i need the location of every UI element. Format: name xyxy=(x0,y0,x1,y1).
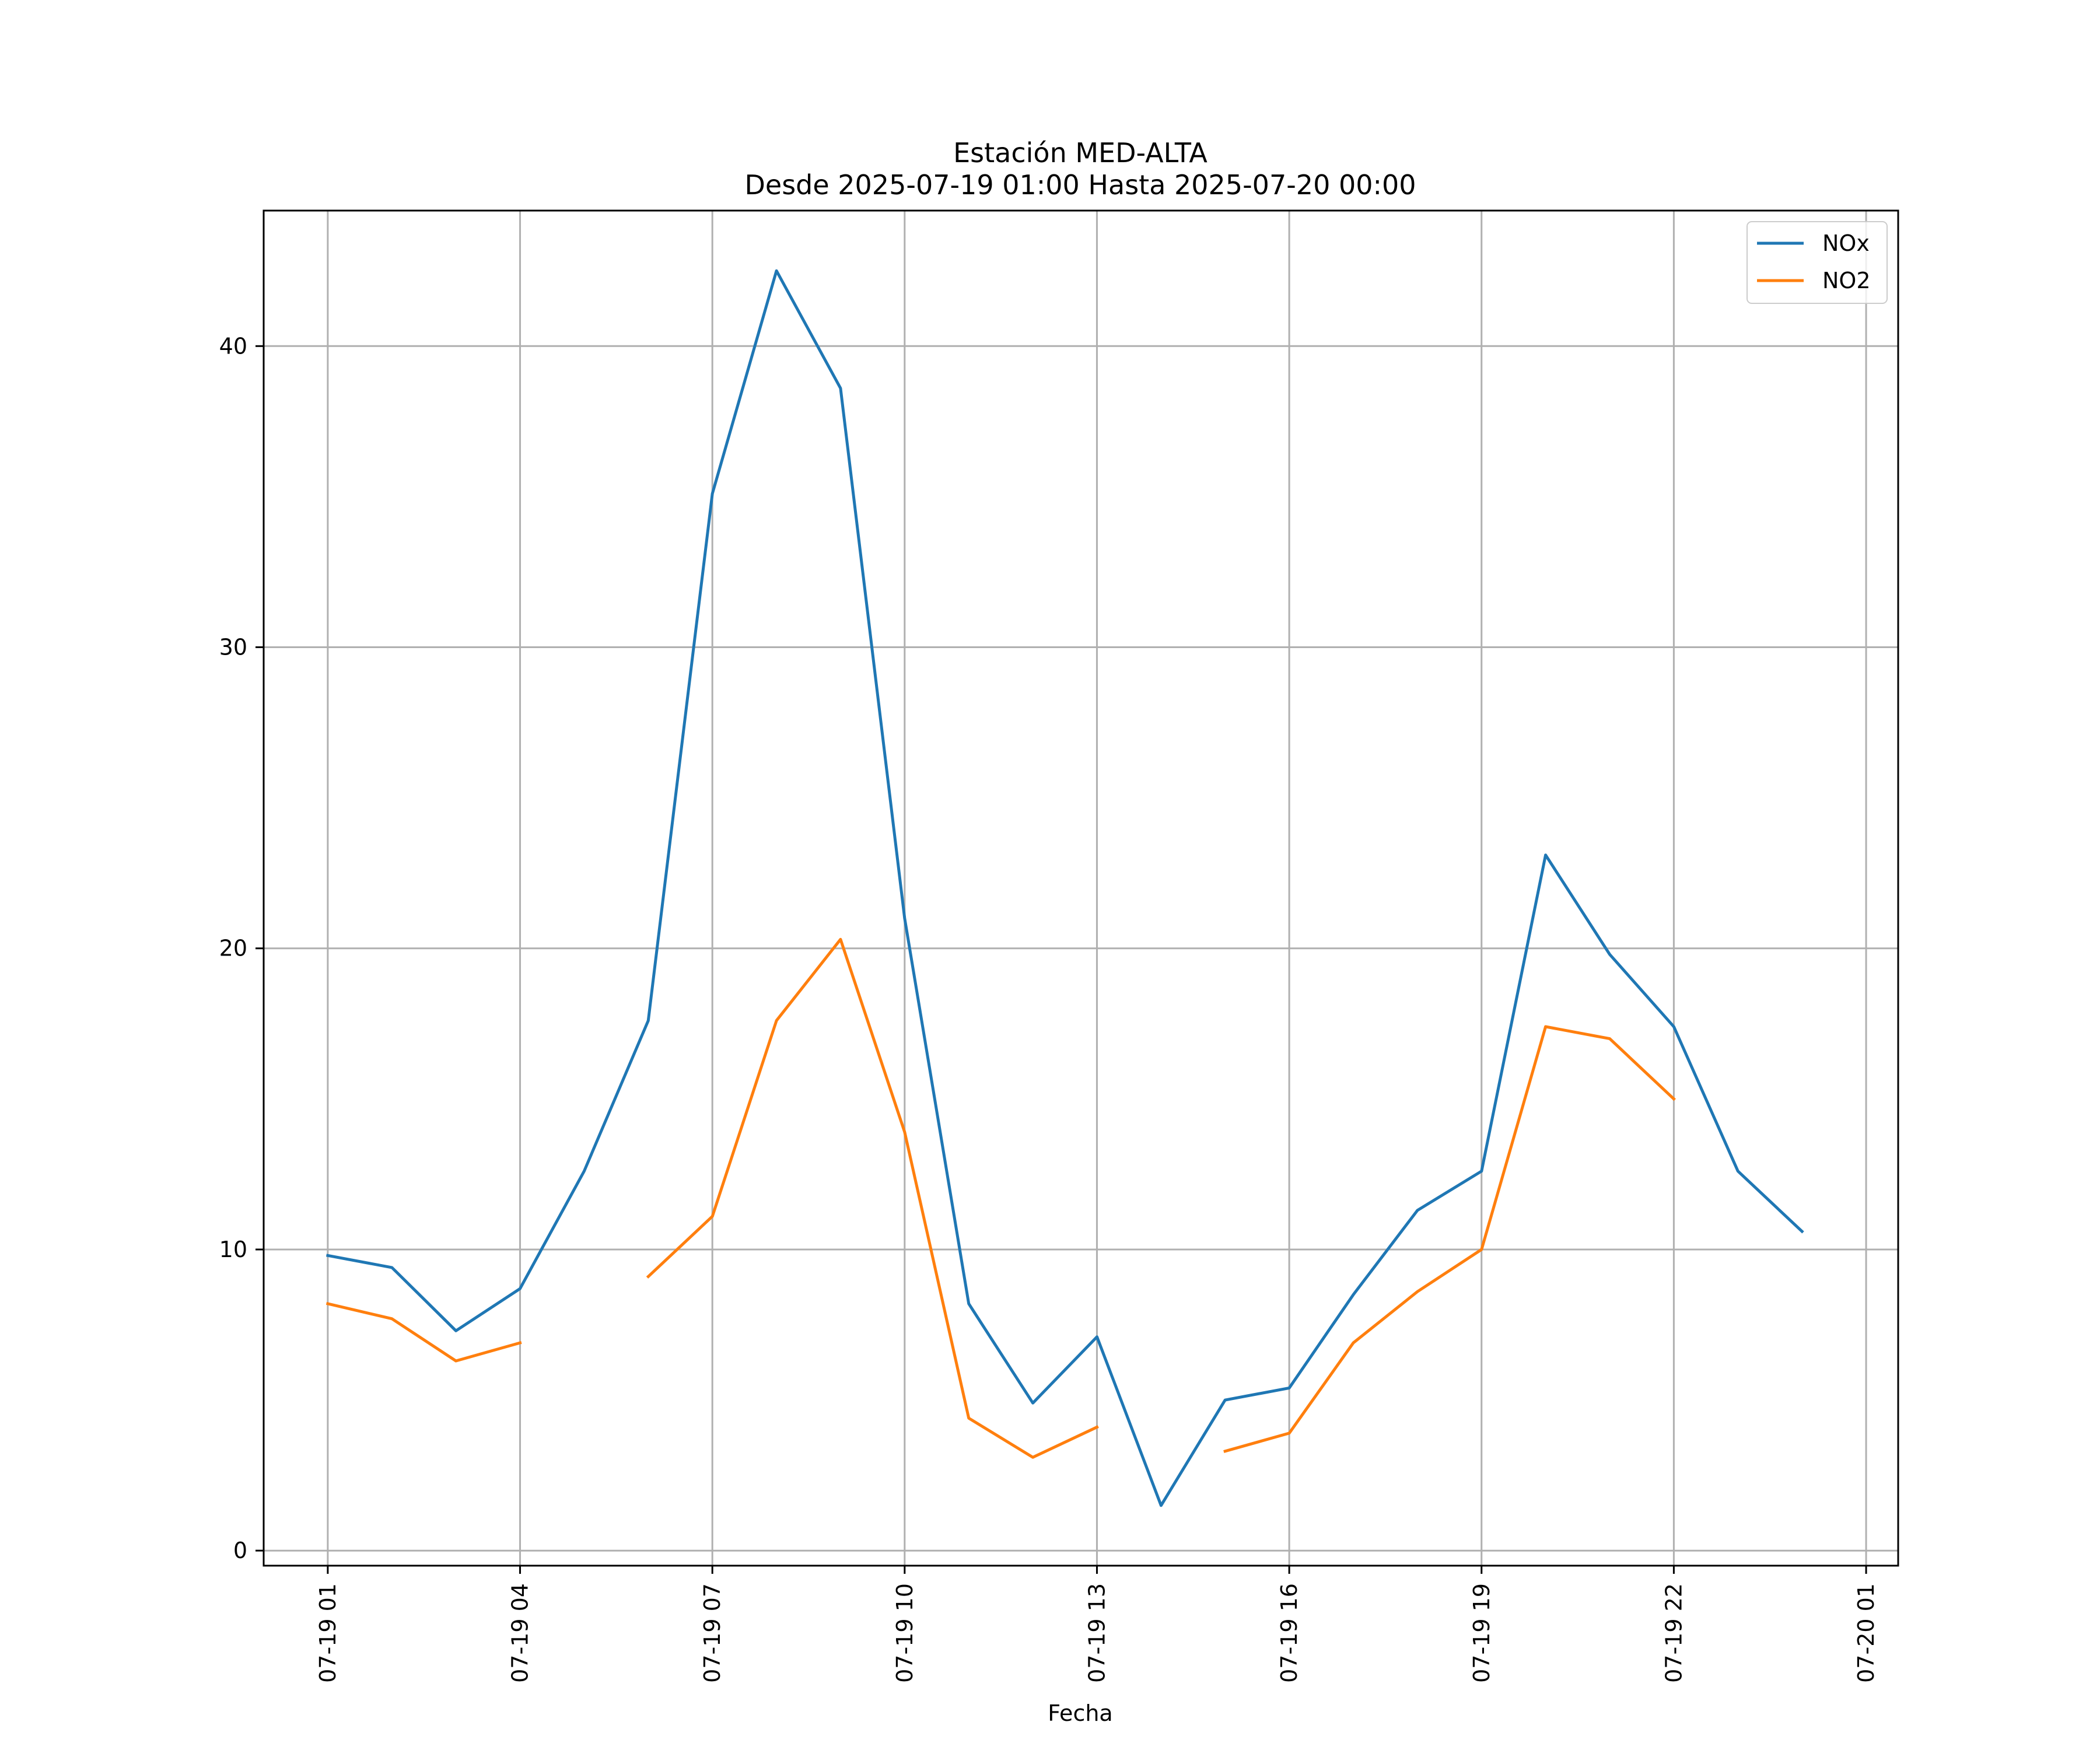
y-tick-label: 10 xyxy=(219,1237,247,1262)
y-axis-ticks: 0 10 20 30 40 xyxy=(219,333,264,1563)
legend-label-no2: NO2 xyxy=(1822,268,1871,293)
x-tick-label: 07-20 01 xyxy=(1853,1583,1879,1683)
x-tick-label: 07-19 04 xyxy=(508,1583,533,1683)
series-line-no2 xyxy=(1223,1025,1676,1453)
y-tick-label: 30 xyxy=(219,635,247,660)
y-tick-label: 40 xyxy=(219,333,247,359)
y-tick-label: 20 xyxy=(219,936,247,961)
series-line-nox xyxy=(326,269,1804,1507)
x-axis-label: Fecha xyxy=(1048,1700,1112,1726)
x-tick-label: 07-19 16 xyxy=(1276,1583,1302,1683)
x-tick-label: 07-19 19 xyxy=(1469,1583,1494,1683)
x-tick-label: 07-19 22 xyxy=(1661,1583,1686,1683)
x-tick-label: 07-19 07 xyxy=(699,1583,725,1683)
grid xyxy=(264,211,1898,1566)
x-axis-ticks: 07-19 01 07-19 04 07-19 07 07-19 10 07-19 13… xyxy=(315,1566,1879,1683)
y-tick-label: 0 xyxy=(233,1538,247,1563)
x-tick-label: 07-19 13 xyxy=(1084,1583,1110,1683)
series-line-no2 xyxy=(646,937,1099,1459)
series-lines xyxy=(326,269,1804,1507)
chart-subtitle: Desde 2025-07-19 01:00 Hasta 2025-07-20 … xyxy=(744,169,1416,201)
chart-title: Estación MED-ALTA xyxy=(953,137,1208,169)
legend: NOx NO2 xyxy=(1746,221,1888,304)
series-line-no2 xyxy=(326,1301,522,1363)
plot-frame xyxy=(262,209,1899,1567)
x-tick-label: 07-19 10 xyxy=(892,1583,918,1683)
x-tick-label: 07-19 01 xyxy=(315,1583,341,1683)
legend-label-nox: NOx xyxy=(1822,230,1870,256)
